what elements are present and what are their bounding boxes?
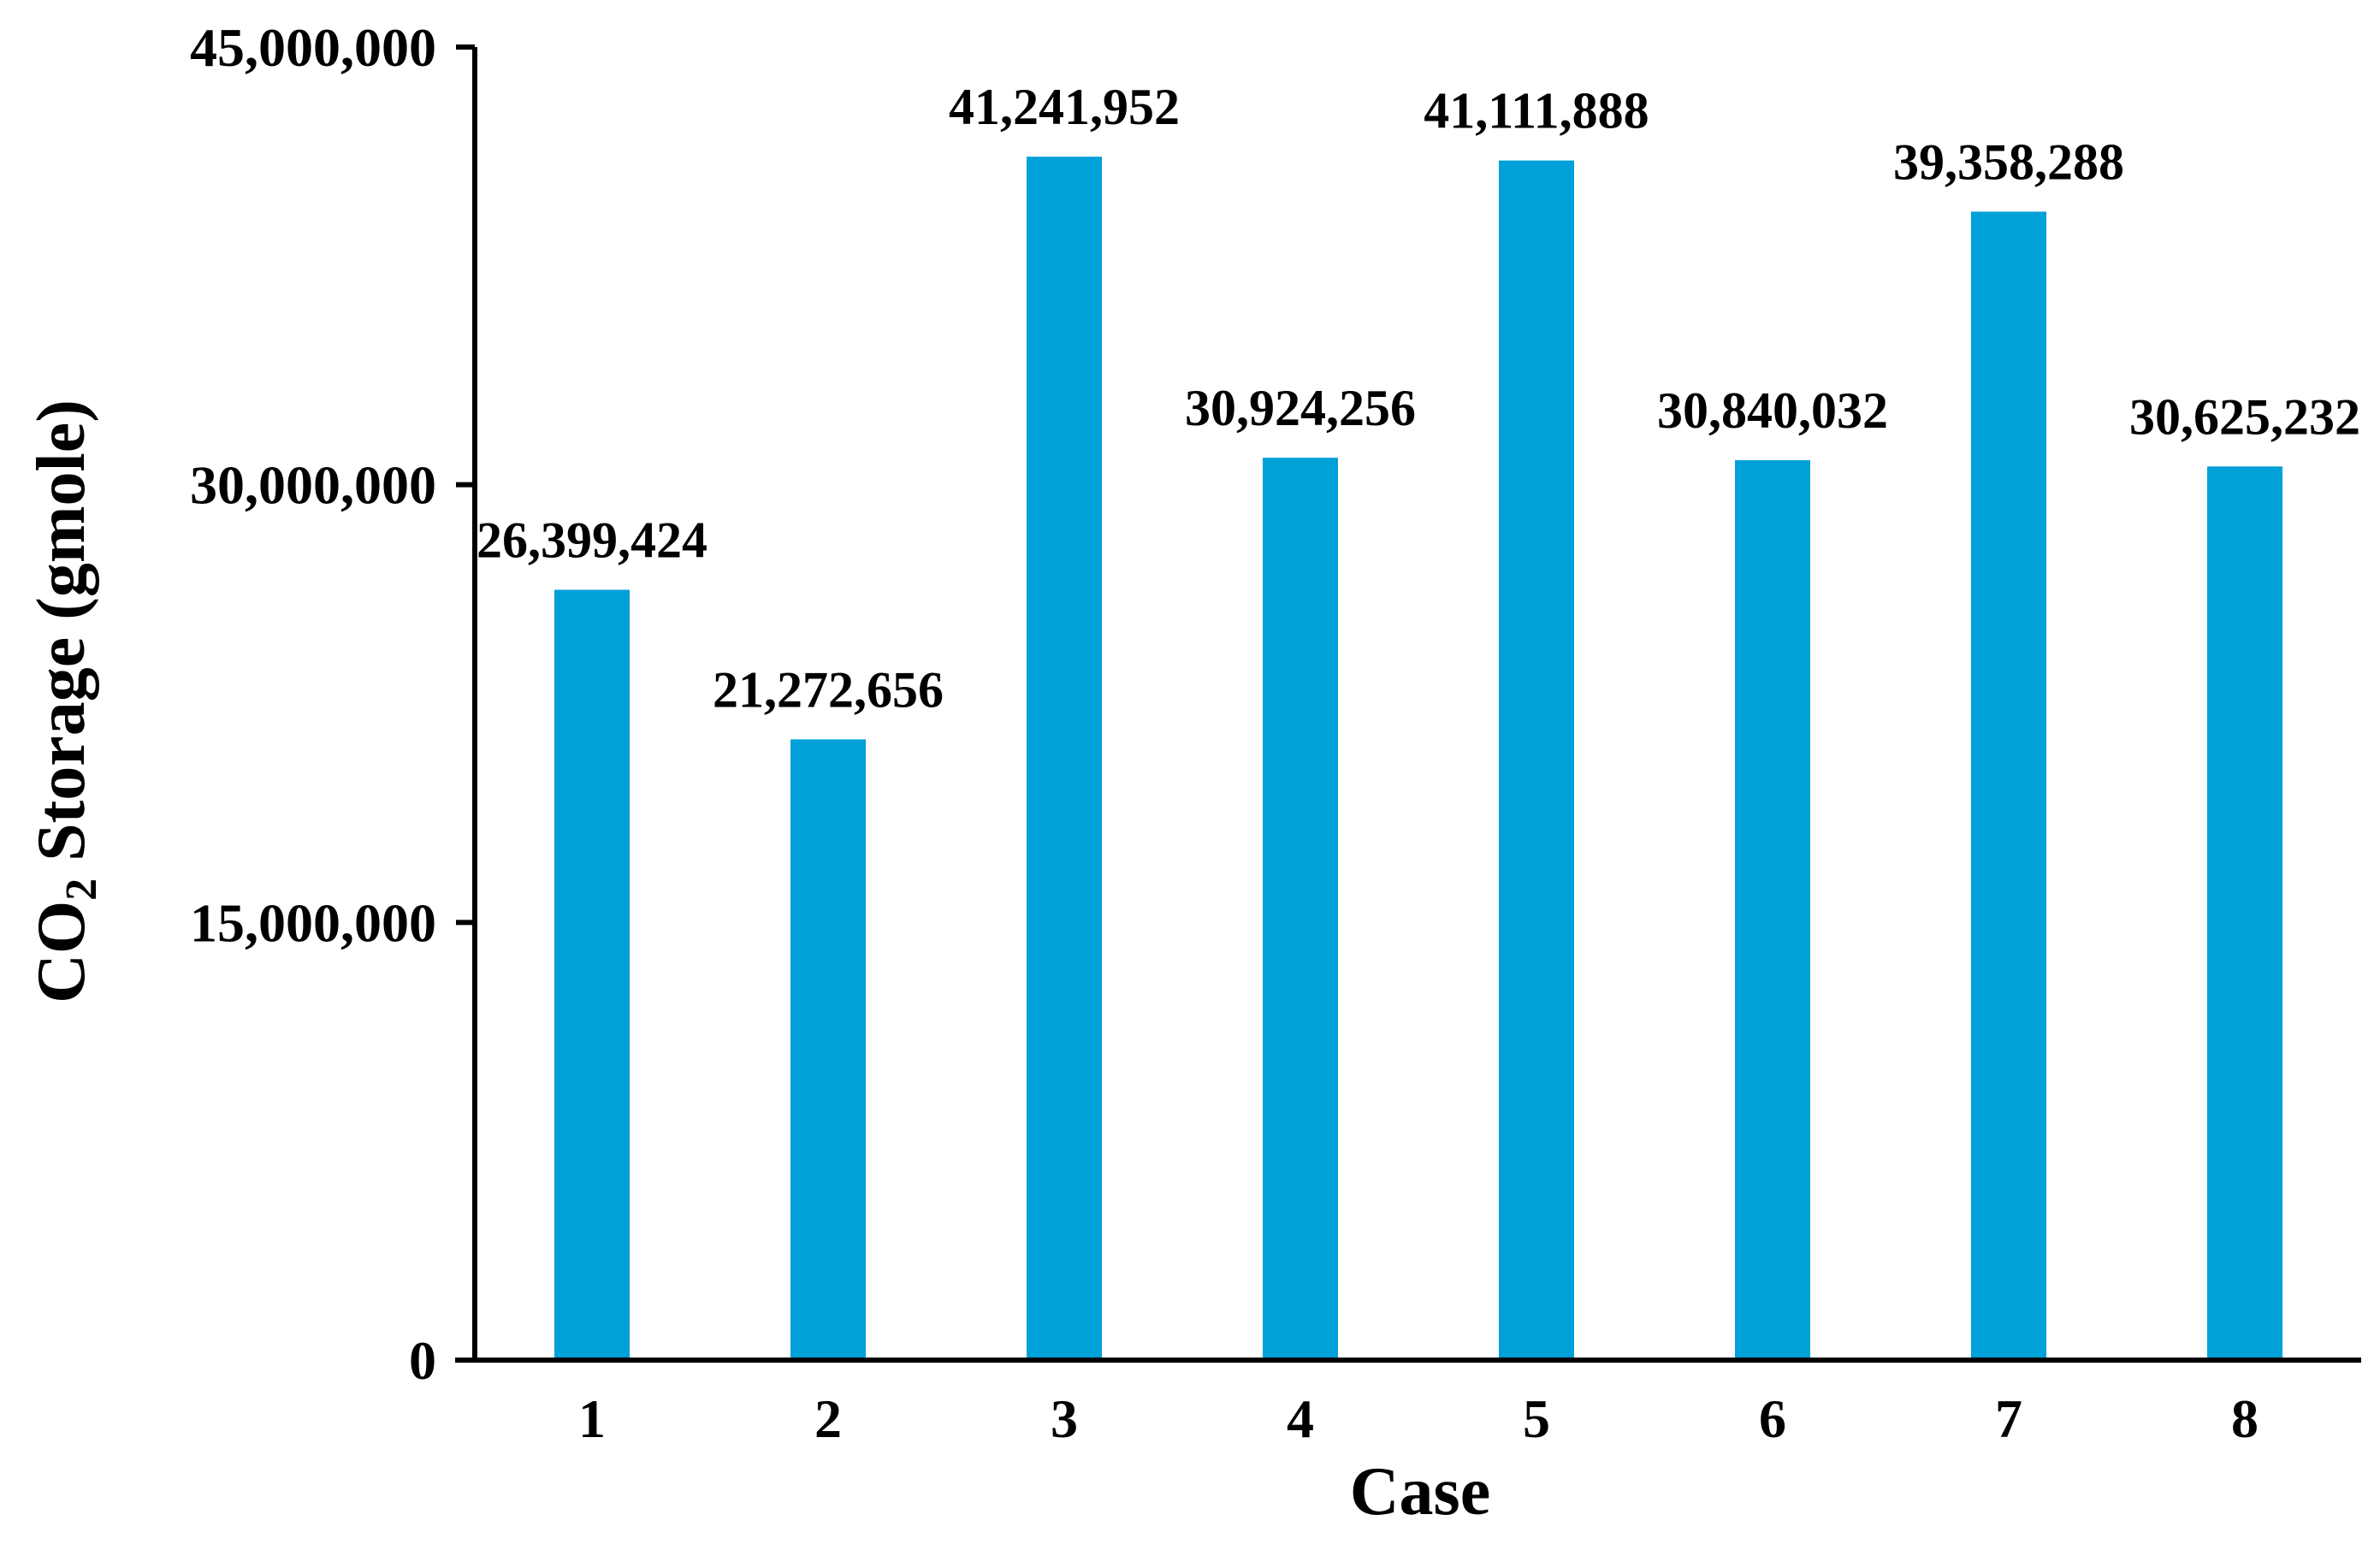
bar-case-3 [1027, 157, 1102, 1361]
y-tick-label-1: 15,000,000 [190, 892, 436, 953]
bar-case-6 [1735, 460, 1810, 1361]
y-tick-label-3: 45,000,000 [190, 17, 436, 78]
x-tick-label-7: 7 [1995, 1388, 2022, 1449]
bar-case-4 [1263, 458, 1338, 1360]
data-labels-layer: 26,399,424 21,272,656 41,241,952 30,924,256… [477, 79, 2360, 718]
x-tick-label-8: 8 [2231, 1388, 2259, 1449]
x-tick-label-5: 5 [1523, 1388, 1550, 1449]
x-tick-label-6: 6 [1759, 1388, 1786, 1449]
data-label-case-8: 30,625,232 [2129, 388, 2360, 445]
data-label-case-4: 30,924,256 [1185, 380, 1416, 436]
data-label-case-6: 30,840,032 [1657, 382, 1888, 439]
bar-case-7 [1971, 211, 2046, 1360]
data-label-case-1: 26,399,424 [477, 512, 707, 568]
y-axis-title-subscript: 2 [57, 878, 106, 901]
bar-case-1 [554, 589, 630, 1360]
x-tick-label-2: 2 [814, 1388, 842, 1449]
bars-layer [554, 157, 2282, 1361]
x-tick-label-1: 1 [578, 1388, 606, 1449]
data-label-case-2: 21,272,656 [713, 661, 944, 718]
data-label-case-5: 41,111,888 [1424, 83, 1649, 139]
axes-layer [455, 44, 2361, 1363]
x-axis-title: Case [1350, 1454, 1490, 1529]
y-axis-title-suffix: Storage (gmole) [24, 399, 99, 878]
data-label-case-3: 41,241,952 [949, 79, 1180, 135]
bar-case-5 [1499, 160, 1574, 1361]
y-tick-label-2: 30,000,000 [190, 455, 436, 516]
x-tick-label-4: 4 [1287, 1388, 1314, 1449]
y-tick-label-0: 0 [409, 1330, 436, 1391]
data-label-case-7: 39,358,288 [1893, 133, 2124, 190]
y-axis-title: CO2 Storage (gmole) [24, 399, 106, 1003]
bar-case-8 [2207, 466, 2282, 1360]
x-tick-label-3: 3 [1051, 1388, 1078, 1449]
ticks-layer: 1 2 3 4 5 6 7 8 0 15,000,000 30,000,000 45,000,000 [190, 17, 2259, 1449]
y-axis-title-prefix: CO [24, 901, 99, 1003]
bar-case-2 [790, 739, 866, 1360]
